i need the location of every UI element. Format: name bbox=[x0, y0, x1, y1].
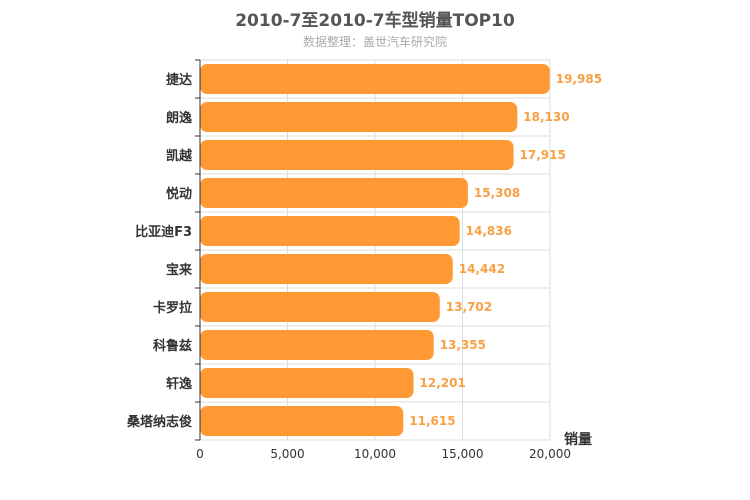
x-axis-title: 销量 bbox=[564, 431, 592, 448]
data-label: 19,985 bbox=[556, 72, 602, 86]
bar bbox=[200, 140, 514, 170]
category-label: 桑塔纳志俊 bbox=[126, 414, 192, 430]
category-label: 科鲁兹 bbox=[153, 338, 192, 354]
data-label: 13,355 bbox=[440, 338, 486, 352]
bar bbox=[200, 406, 404, 436]
data-label: 11,615 bbox=[409, 414, 455, 428]
x-tick-label: 10,000 bbox=[354, 447, 396, 461]
bar bbox=[200, 292, 440, 322]
data-label: 12,201 bbox=[420, 376, 466, 390]
data-label: 13,702 bbox=[446, 300, 492, 314]
category-label: 比亚迪F3 bbox=[135, 224, 192, 240]
data-label: 15,308 bbox=[474, 186, 520, 200]
data-label: 14,442 bbox=[459, 262, 505, 276]
bars bbox=[200, 64, 550, 436]
category-label: 凯越 bbox=[166, 148, 193, 164]
x-tick-label: 20,000 bbox=[529, 447, 571, 461]
bar bbox=[200, 102, 518, 132]
bar bbox=[200, 254, 453, 284]
category-label: 宝来 bbox=[166, 262, 193, 278]
bar bbox=[200, 178, 468, 208]
data-label: 17,915 bbox=[520, 148, 566, 162]
data-label: 14,836 bbox=[466, 224, 512, 238]
data-label: 18,130 bbox=[523, 110, 569, 124]
category-label: 悦动 bbox=[166, 186, 192, 202]
chart-title: 2010-7至2010-7车型销量TOP10 bbox=[235, 11, 515, 31]
category-label: 朗逸 bbox=[166, 110, 192, 126]
category-label: 轩逸 bbox=[166, 376, 192, 392]
chart-subtitle: 数据整理：盖世汽车研究院 bbox=[302, 35, 447, 49]
labels: 19,985 捷达 18,130 朗逸 17,915 凯越 15,308 悦动 14,836 比亚… bbox=[126, 72, 602, 461]
x-tick-label: 15,000 bbox=[442, 447, 484, 461]
bar bbox=[200, 216, 460, 246]
axes bbox=[195, 59, 201, 441]
bar bbox=[200, 64, 550, 94]
bar bbox=[200, 368, 414, 398]
category-label: 卡罗拉 bbox=[153, 300, 192, 316]
x-tick-label: 0 bbox=[196, 447, 204, 461]
bar bbox=[200, 330, 434, 360]
category-label: 捷达 bbox=[166, 72, 192, 88]
x-tick-label: 5,000 bbox=[270, 447, 304, 461]
